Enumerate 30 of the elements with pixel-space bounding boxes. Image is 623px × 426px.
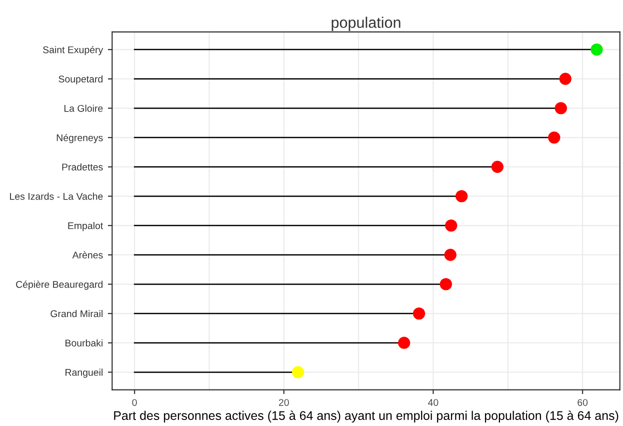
x-tick-label: 0 — [132, 399, 137, 406]
chart-title: population — [332, 16, 400, 31]
point — [398, 336, 410, 349]
point — [590, 43, 603, 56]
y-tick-label: Grand Mirail — [50, 310, 102, 318]
x-tick-label: 40 — [428, 399, 438, 406]
y-tick-label: Cépière Beauregard — [16, 280, 102, 290]
point — [456, 190, 468, 202]
point — [491, 160, 504, 173]
y-tick-label: Soupetard — [58, 75, 102, 84]
point — [445, 219, 458, 232]
y-tick-label: Empalot — [68, 222, 104, 232]
x-tick-label: 60 — [578, 399, 588, 406]
y-tick-label: Rangueil — [66, 368, 102, 378]
y-tick-label: Saint Exupéry — [43, 46, 104, 56]
point — [559, 72, 572, 85]
point — [548, 131, 560, 144]
y-tick-label: Les Izards - La Vache — [10, 192, 103, 200]
x-tick-label: 20 — [278, 399, 289, 406]
x-axis-title: Part des personnes actives (15 à 64 ans) ayant un emploi parmi la population (15 à 64 ans) — [114, 410, 618, 422]
point — [292, 366, 304, 378]
point — [412, 307, 426, 320]
point — [440, 278, 452, 290]
point — [554, 102, 567, 114]
y-tick-label: Bourbaki — [66, 339, 102, 346]
y-tick-label: Arènes — [72, 251, 103, 258]
y-tick-label: Pradettes — [62, 163, 103, 170]
y-tick-label: Négreneys — [56, 134, 103, 144]
y-tick-label: La Gloire — [64, 104, 103, 112]
point — [444, 248, 456, 261]
